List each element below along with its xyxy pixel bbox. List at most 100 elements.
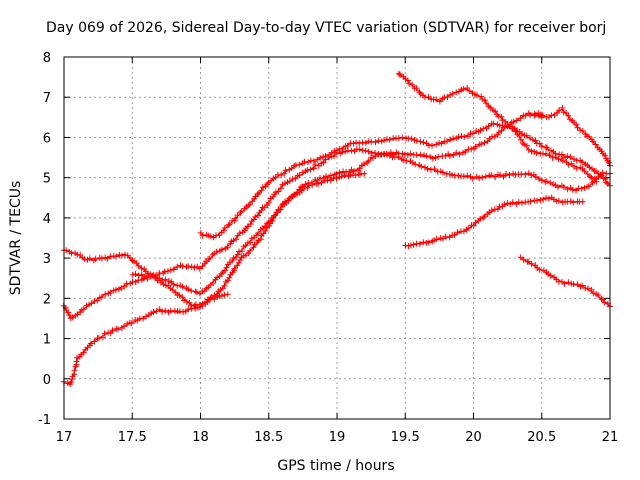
data-point-marker [310, 165, 317, 172]
data-point-marker [517, 115, 524, 122]
data-point-marker [578, 185, 585, 192]
data-point-marker [520, 256, 527, 263]
data-point-marker [593, 178, 600, 185]
data-point-marker [413, 137, 420, 144]
data-point-marker [556, 107, 563, 114]
data-point-marker [435, 153, 442, 160]
data-point-marker [504, 200, 511, 207]
data-point-marker [543, 178, 550, 185]
data-point-marker [559, 157, 566, 164]
data-point-marker [214, 291, 220, 297]
data-point-marker [213, 248, 220, 255]
data-point-marker [94, 297, 101, 304]
data-point-marker [238, 208, 245, 215]
data-point-marker [135, 272, 142, 279]
data-point-marker [565, 161, 572, 168]
data-point-marker [427, 166, 434, 173]
series-arc-6 [395, 70, 600, 185]
data-point-marker [206, 255, 213, 262]
data-point-marker [449, 90, 456, 97]
data-point-marker [559, 105, 566, 111]
y-tick-label: 2 [43, 292, 51, 307]
data-point-marker [112, 287, 119, 293]
data-point-marker [390, 151, 397, 158]
data-point-marker [223, 264, 230, 271]
data-point-marker [447, 136, 454, 143]
data-point-marker [433, 96, 440, 103]
y-tick-label: 4 [43, 212, 51, 227]
data-point-marker [383, 150, 390, 157]
data-point-marker [356, 165, 363, 172]
x-tick-label: 20 [465, 430, 482, 445]
data-point-marker [221, 224, 228, 231]
data-point-marker [159, 308, 166, 315]
data-point-marker [265, 199, 272, 206]
y-tick-label: 6 [43, 131, 51, 146]
data-point-marker [453, 89, 460, 96]
data-point-marker [231, 265, 238, 272]
data-point-marker [592, 141, 599, 148]
data-point-marker [425, 239, 432, 246]
data-point-marker [545, 195, 552, 202]
data-point-marker [320, 159, 327, 166]
data-point-marker [564, 198, 571, 205]
x-tick-label: 18 [192, 430, 209, 445]
plot-frame [63, 56, 611, 420]
data-point-marker [469, 175, 476, 182]
data-point-marker [524, 142, 530, 149]
data-point-marker [230, 255, 237, 262]
data-point-marker [296, 172, 303, 179]
data-point-marker [453, 149, 460, 156]
data-point-marker [498, 113, 505, 120]
data-point-marker [527, 198, 534, 205]
data-point-marker [543, 194, 550, 201]
series-layer [60, 70, 613, 387]
data-point-marker [356, 140, 363, 147]
data-point-marker [98, 255, 105, 262]
data-point-marker [159, 277, 166, 284]
data-point-marker [417, 138, 424, 145]
data-point-marker [395, 135, 402, 142]
data-point-marker [461, 134, 468, 141]
data-point-marker [601, 299, 608, 306]
data-point-marker [565, 112, 572, 119]
data-point-marker [92, 255, 99, 262]
data-point-marker [503, 171, 510, 177]
data-point-marker [128, 320, 135, 327]
data-point-marker [312, 161, 319, 168]
data-point-marker [339, 145, 346, 152]
data-point-marker [162, 276, 169, 283]
x-tick-label: 20.5 [527, 430, 556, 445]
data-point-marker [542, 144, 549, 151]
data-point-marker [511, 125, 518, 132]
data-point-marker [109, 327, 116, 334]
data-point-marker [595, 170, 602, 177]
data-point-marker [559, 151, 565, 158]
data-point-marker [185, 286, 192, 293]
data-point-marker [564, 186, 571, 193]
data-point-marker [318, 179, 325, 186]
data-point-marker [167, 267, 174, 274]
data-point-marker [573, 121, 580, 128]
data-point-marker [538, 177, 545, 184]
data-point-marker [476, 175, 483, 182]
data-point-marker [246, 247, 253, 254]
data-point-marker [451, 232, 458, 239]
data-point-marker [531, 110, 538, 117]
data-point-marker [199, 232, 206, 239]
data-point-marker [151, 273, 158, 280]
data-point-marker [472, 143, 479, 150]
data-point-marker [433, 236, 440, 242]
data-point-marker [585, 183, 592, 190]
data-point-marker [150, 309, 157, 315]
data-point-marker [532, 173, 539, 180]
data-point-marker [591, 175, 598, 182]
data-point-marker [480, 214, 487, 221]
data-point-marker [381, 137, 387, 144]
data-point-marker [509, 199, 516, 206]
y-tick-label: 8 [43, 51, 51, 66]
data-point-marker [397, 71, 403, 78]
data-point-marker [364, 159, 371, 166]
x-tick-label: 19 [329, 430, 346, 445]
data-point-marker [277, 185, 284, 192]
